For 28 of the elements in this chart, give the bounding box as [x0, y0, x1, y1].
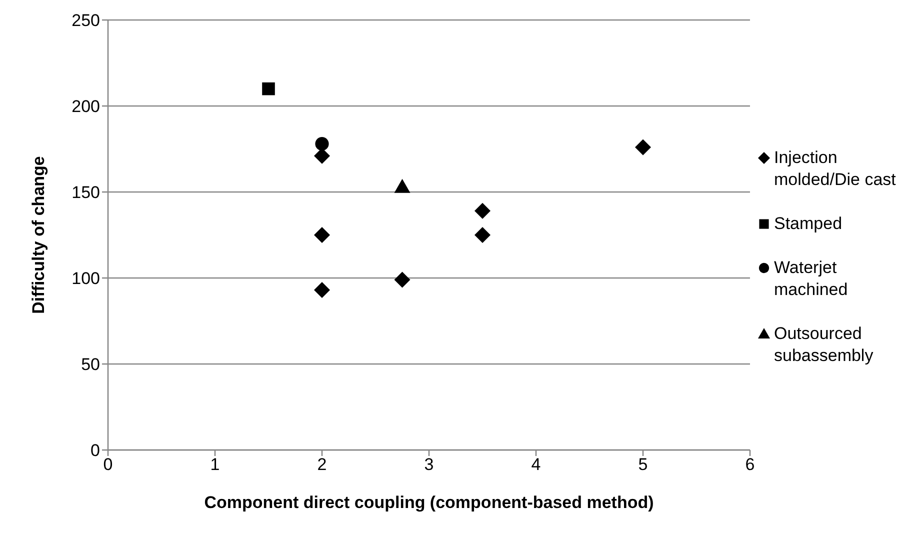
legend-label: Injection molded/Die cast — [774, 147, 896, 191]
point — [315, 137, 329, 151]
y-tick-label: 100 — [72, 269, 100, 288]
legend-label: Waterjet machined — [774, 257, 849, 301]
y-tick-label: 0 — [90, 441, 100, 460]
point — [262, 82, 275, 96]
x-tick-label: 1 — [210, 455, 220, 474]
legend-label: Outsourced subassembly — [774, 323, 874, 367]
x-axis-title: Component direct coupling (component-based method) — [204, 493, 654, 512]
x-tick-label: 5 — [638, 455, 648, 474]
x-tick-label: 2 — [317, 455, 327, 474]
point — [394, 178, 410, 193]
x-tick-label: 3 — [424, 455, 434, 474]
x-tick-label: 4 — [531, 455, 541, 474]
y-axis-title: Difficulty of change — [29, 156, 48, 314]
y-tick-label: 200 — [72, 97, 100, 116]
point — [314, 227, 330, 243]
x-tick-label: 0 — [103, 455, 113, 474]
y-tick-label: 250 — [72, 11, 100, 30]
y-tick-label: 150 — [72, 183, 100, 202]
point — [474, 202, 490, 219]
point — [474, 227, 490, 243]
x-tick-label: 6 — [745, 455, 755, 474]
y-tick-label: 50 — [81, 355, 100, 374]
point — [394, 272, 410, 288]
point — [635, 139, 651, 156]
point — [314, 282, 330, 298]
legend-label: Stamped — [774, 213, 842, 235]
